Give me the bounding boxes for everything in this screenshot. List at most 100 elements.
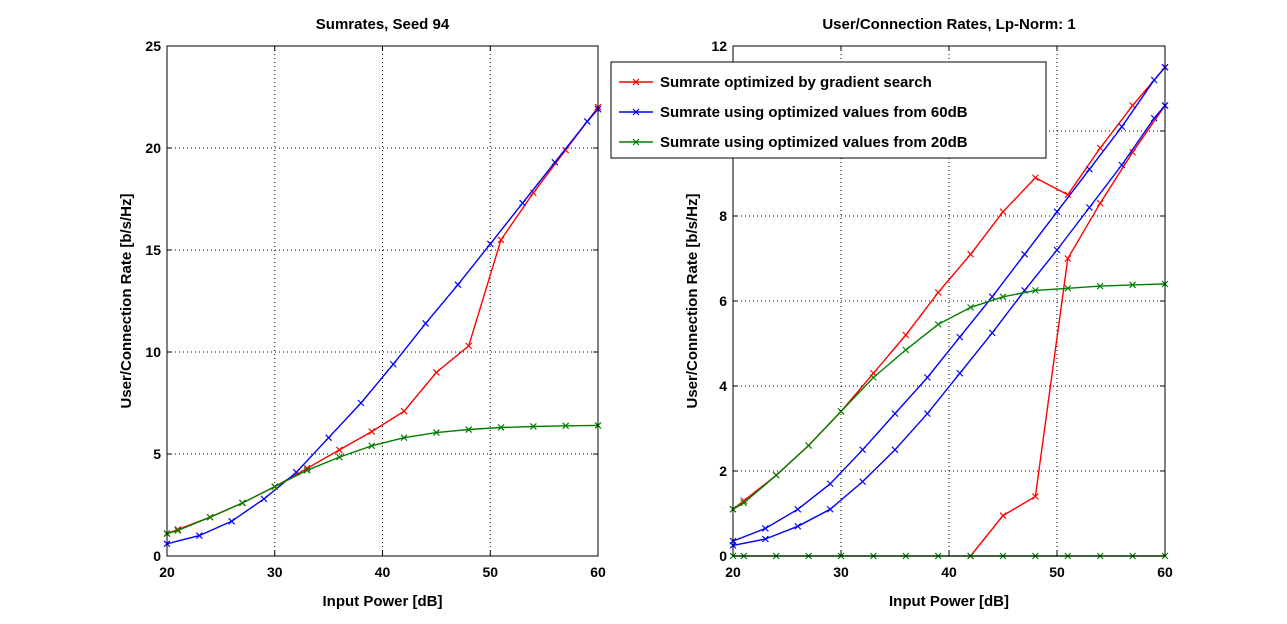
- data-point-marker: [761, 535, 769, 543]
- data-point-marker: [805, 442, 813, 449]
- data-point-marker: [1150, 114, 1158, 122]
- data-point-marker: [325, 434, 333, 442]
- data-point-marker: [1064, 284, 1072, 292]
- data-point-marker: [1096, 199, 1104, 207]
- data-point-marker: [583, 118, 591, 125]
- y-tick-label: 5: [153, 446, 161, 462]
- series-line: [732, 283, 1166, 510]
- data-point-marker: [902, 331, 910, 339]
- data-point-marker: [529, 189, 537, 197]
- data-point-marker: [206, 513, 214, 521]
- data-point-marker: [794, 505, 802, 513]
- data-point-marker: [303, 466, 311, 474]
- data-point-marker: [357, 399, 365, 407]
- data-point-marker: [551, 158, 559, 166]
- legend-entry-label: Sumrate optimized by gradient search: [660, 74, 932, 91]
- y-tick-label: 4: [719, 378, 727, 394]
- data-point-marker: [1118, 161, 1126, 169]
- y-axis-label: User/Connection Rate [b/s/Hz]: [118, 193, 135, 408]
- series-line: [166, 424, 599, 535]
- data-point-marker: [400, 434, 408, 442]
- data-point-marker: [389, 360, 397, 368]
- data-point-marker: [432, 429, 440, 437]
- y-tick-label: 2: [719, 463, 727, 479]
- x-tick-label: 60: [590, 564, 606, 580]
- data-point-marker: [794, 522, 802, 530]
- x-tick-label: 20: [725, 564, 741, 580]
- y-tick-label: 12: [711, 38, 727, 54]
- data-point-marker: [519, 199, 526, 207]
- data-point-marker: [1064, 255, 1072, 262]
- data-point-marker: [1096, 282, 1104, 290]
- data-point-marker: [454, 281, 462, 289]
- data-point-marker: [562, 422, 570, 430]
- data-point-marker: [335, 453, 343, 461]
- data-point-marker: [1085, 165, 1093, 173]
- data-point-marker: [497, 236, 505, 244]
- x-tick-label: 20: [159, 564, 175, 580]
- data-point-marker: [999, 208, 1007, 216]
- data-point-marker: [432, 368, 440, 376]
- data-point-marker: [1053, 208, 1061, 216]
- y-tick-label: 25: [145, 38, 161, 54]
- data-point-marker: [859, 446, 867, 454]
- data-point-marker: [869, 374, 877, 381]
- data-point-marker: [988, 329, 996, 337]
- data-point-marker: [465, 342, 473, 350]
- data-point-marker: [1118, 123, 1126, 131]
- x-tick-label: 40: [375, 564, 391, 580]
- data-point-marker: [967, 303, 975, 311]
- series-line: [166, 106, 599, 535]
- data-point-marker: [923, 374, 931, 381]
- y-tick-label: 6: [719, 293, 727, 309]
- data-point-marker: [1021, 250, 1029, 258]
- x-axis-label: Input Power [dB]: [889, 593, 1009, 610]
- x-tick-label: 60: [1157, 564, 1173, 580]
- data-point-marker: [239, 499, 246, 507]
- legend: Sumrate optimized by gradient search Sumr…: [610, 61, 1047, 159]
- data-point-marker: [934, 289, 942, 296]
- data-point-marker: [497, 424, 505, 431]
- data-point-marker: [195, 532, 203, 540]
- data-point-marker: [891, 410, 899, 418]
- data-point-marker: [368, 428, 376, 435]
- data-point-marker: [1031, 286, 1039, 294]
- y-tick-label: 0: [153, 548, 161, 564]
- data-point-marker: [303, 464, 311, 472]
- data-point-marker: [1031, 174, 1039, 182]
- x-tick-label: 50: [482, 564, 498, 580]
- data-point-marker: [400, 407, 408, 415]
- data-point-marker: [740, 497, 748, 505]
- data-point-marker: [422, 320, 430, 327]
- data-point-marker: [1031, 493, 1039, 500]
- data-point-marker: [923, 410, 931, 418]
- data-point-marker: [1085, 204, 1093, 211]
- data-point-marker: [465, 426, 473, 433]
- y-tick-label: 0: [719, 548, 727, 564]
- data-point-marker: [174, 527, 182, 534]
- y-tick-label: 15: [145, 242, 161, 258]
- data-point-marker: [368, 442, 376, 450]
- legend-marker: [632, 78, 640, 86]
- data-point-marker: [967, 250, 975, 258]
- data-point-marker: [826, 505, 834, 513]
- legend-marker: [632, 138, 640, 146]
- data-point-marker: [999, 293, 1007, 301]
- data-point-marker: [988, 293, 996, 301]
- data-point-marker: [761, 524, 769, 532]
- x-axis-label: Input Power [dB]: [323, 593, 443, 610]
- data-point-marker: [271, 483, 279, 491]
- data-point-marker: [740, 499, 748, 507]
- legend-entry-label: Sumrate using optimized values from 20dB: [660, 134, 968, 151]
- y-tick-label: 10: [145, 344, 161, 360]
- data-point-marker: [837, 408, 845, 415]
- legend-box: [610, 61, 1047, 159]
- data-point-marker: [859, 478, 867, 486]
- left-plot: 20 30 40 50 60 0 5 10 15 20 25 Sumrates, Seed 94 Inp…: [118, 16, 606, 610]
- y-tick-label: 8: [719, 208, 727, 224]
- x-tick-label: 30: [267, 564, 283, 580]
- data-point-marker: [772, 471, 780, 479]
- x-tick-label: 30: [833, 564, 849, 580]
- y-axis-label: User/Connection Rate [b/s/Hz]: [684, 193, 701, 408]
- data-point-marker: [1150, 76, 1158, 84]
